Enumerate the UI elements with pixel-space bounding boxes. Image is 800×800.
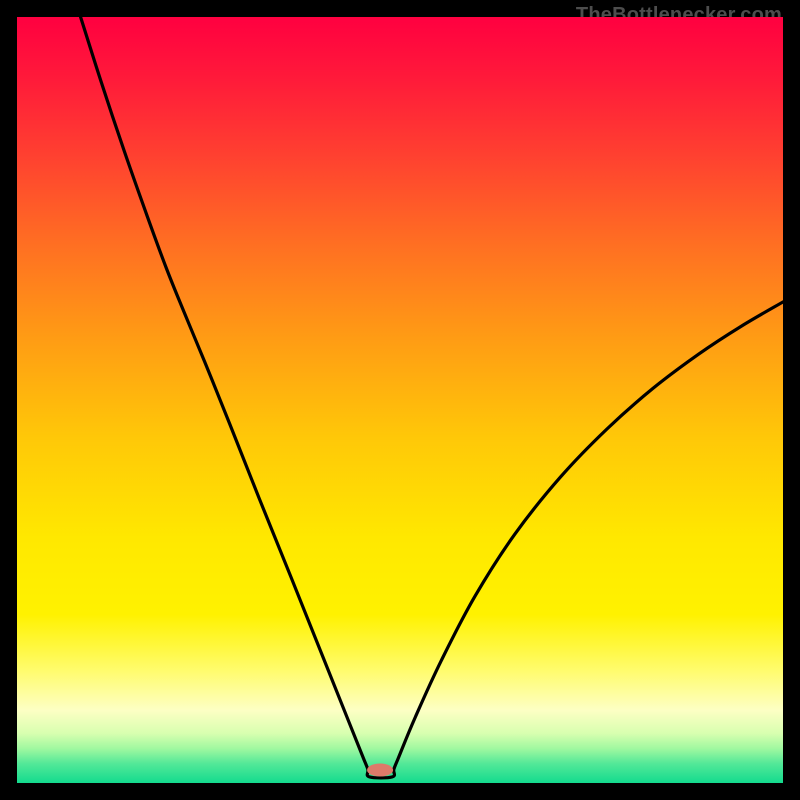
plot-area [17,17,783,783]
optimal-marker [367,763,393,776]
v-curve-path [81,17,783,778]
bottleneck-curve [17,17,783,783]
